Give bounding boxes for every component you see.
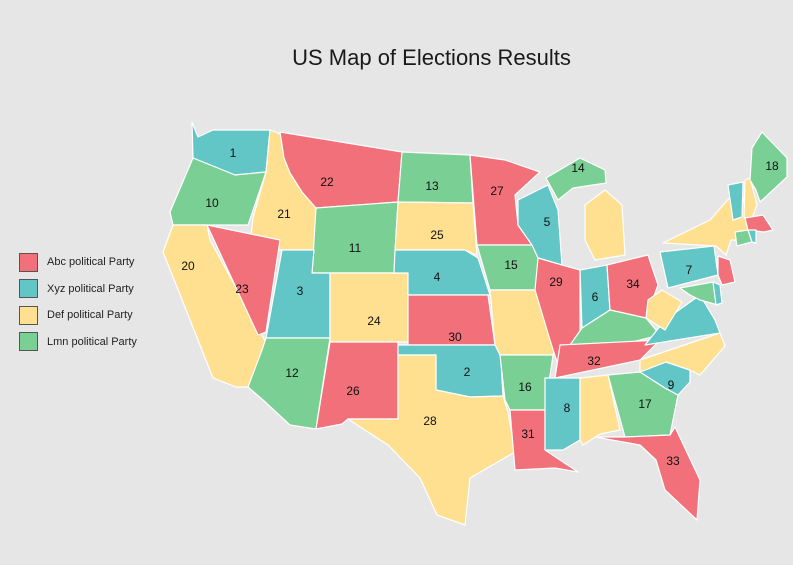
legend-label-def: Def political Party [47,309,133,322]
state-label-me: 18 [765,159,779,173]
state-nc[interactable] [639,332,726,376]
state-label-ms: 8 [564,401,571,415]
legend-item-abc[interactable]: Abc political Party [19,249,137,276]
state-mi-up[interactable] [545,157,607,201]
state-or[interactable] [169,157,267,226]
state-label-tx: 28 [423,414,437,428]
state-ne[interactable] [393,249,491,296]
state-label-ca: 20 [181,259,195,273]
state-label-sd: 25 [430,228,444,242]
state-label-il: 29 [549,275,563,289]
legend: Abc political Party Xyz political Party … [19,249,137,355]
state-tx[interactable] [347,354,516,526]
map-title: US Map of Elections Results [292,45,571,70]
state-label-mi-up: 14 [571,161,585,175]
state-wv[interactable] [645,289,683,331]
state-label-ne: 4 [434,270,441,284]
legend-label-abc: Abc political Party [47,256,135,269]
legend-swatch-xyz [19,279,38,299]
legend-swatch-def [19,305,38,325]
legend-label-xyz: Xyz political Party [47,282,134,295]
state-label-ks: 30 [448,330,462,344]
state-vt[interactable] [727,181,744,221]
state-label-ok: 2 [464,365,471,379]
state-label-wi: 5 [544,215,551,229]
state-label-id: 21 [277,207,291,221]
state-label-oh: 34 [626,277,640,291]
state-ms[interactable] [544,377,581,451]
state-label-ar: 16 [518,380,532,394]
state-label-nv: 23 [235,282,249,296]
legend-item-xyz[interactable]: Xyz political Party [19,276,137,303]
state-nj[interactable] [717,255,736,286]
state-label-in: 6 [592,290,599,304]
state-md[interactable] [679,281,719,306]
state-sd[interactable] [394,201,478,256]
legend-label-lmn: Lmn political Party [47,335,137,348]
state-shapes [162,121,788,526]
state-label-az: 12 [285,366,299,380]
state-labels: 1 10 20 21 23 22 11 3 12 24 26 13 25 4 30 2 28 27 15 16 31 5 2… [181,146,779,468]
state-label-or: 10 [205,196,219,210]
state-nd[interactable] [397,151,474,204]
state-label-la: 31 [521,427,535,441]
state-label-fl: 33 [666,454,680,468]
state-ma[interactable] [744,214,774,233]
legend-item-def[interactable]: Def political Party [19,302,137,329]
legend-swatch-abc [19,252,38,272]
state-co[interactable] [329,272,409,343]
legend-swatch-lmn [19,332,38,352]
state-label-ga: 17 [638,397,652,411]
state-fl[interactable] [594,426,701,521]
state-nh[interactable] [743,177,758,219]
state-mi-lp[interactable] [584,189,626,261]
state-label-ut: 3 [297,284,304,298]
state-label-pa: 7 [686,263,693,277]
state-label-mt: 22 [320,175,334,189]
state-label-tn: 32 [587,354,601,368]
state-label-co: 24 [367,314,381,328]
state-ri[interactable] [747,229,757,244]
state-label-wa: 1 [230,146,237,160]
legend-item-lmn[interactable]: Lmn political Party [19,329,137,356]
state-de[interactable] [712,281,723,306]
state-label-sc: 9 [668,378,675,392]
state-label-mn: 27 [490,184,504,198]
state-me[interactable] [749,131,788,203]
state-label-nm: 26 [346,384,360,398]
state-nv[interactable] [206,224,281,336]
state-label-wy: 11 [349,241,362,255]
state-label-nd: 13 [425,179,439,193]
state-wy[interactable] [311,201,399,274]
state-label-ia: 15 [504,258,518,272]
